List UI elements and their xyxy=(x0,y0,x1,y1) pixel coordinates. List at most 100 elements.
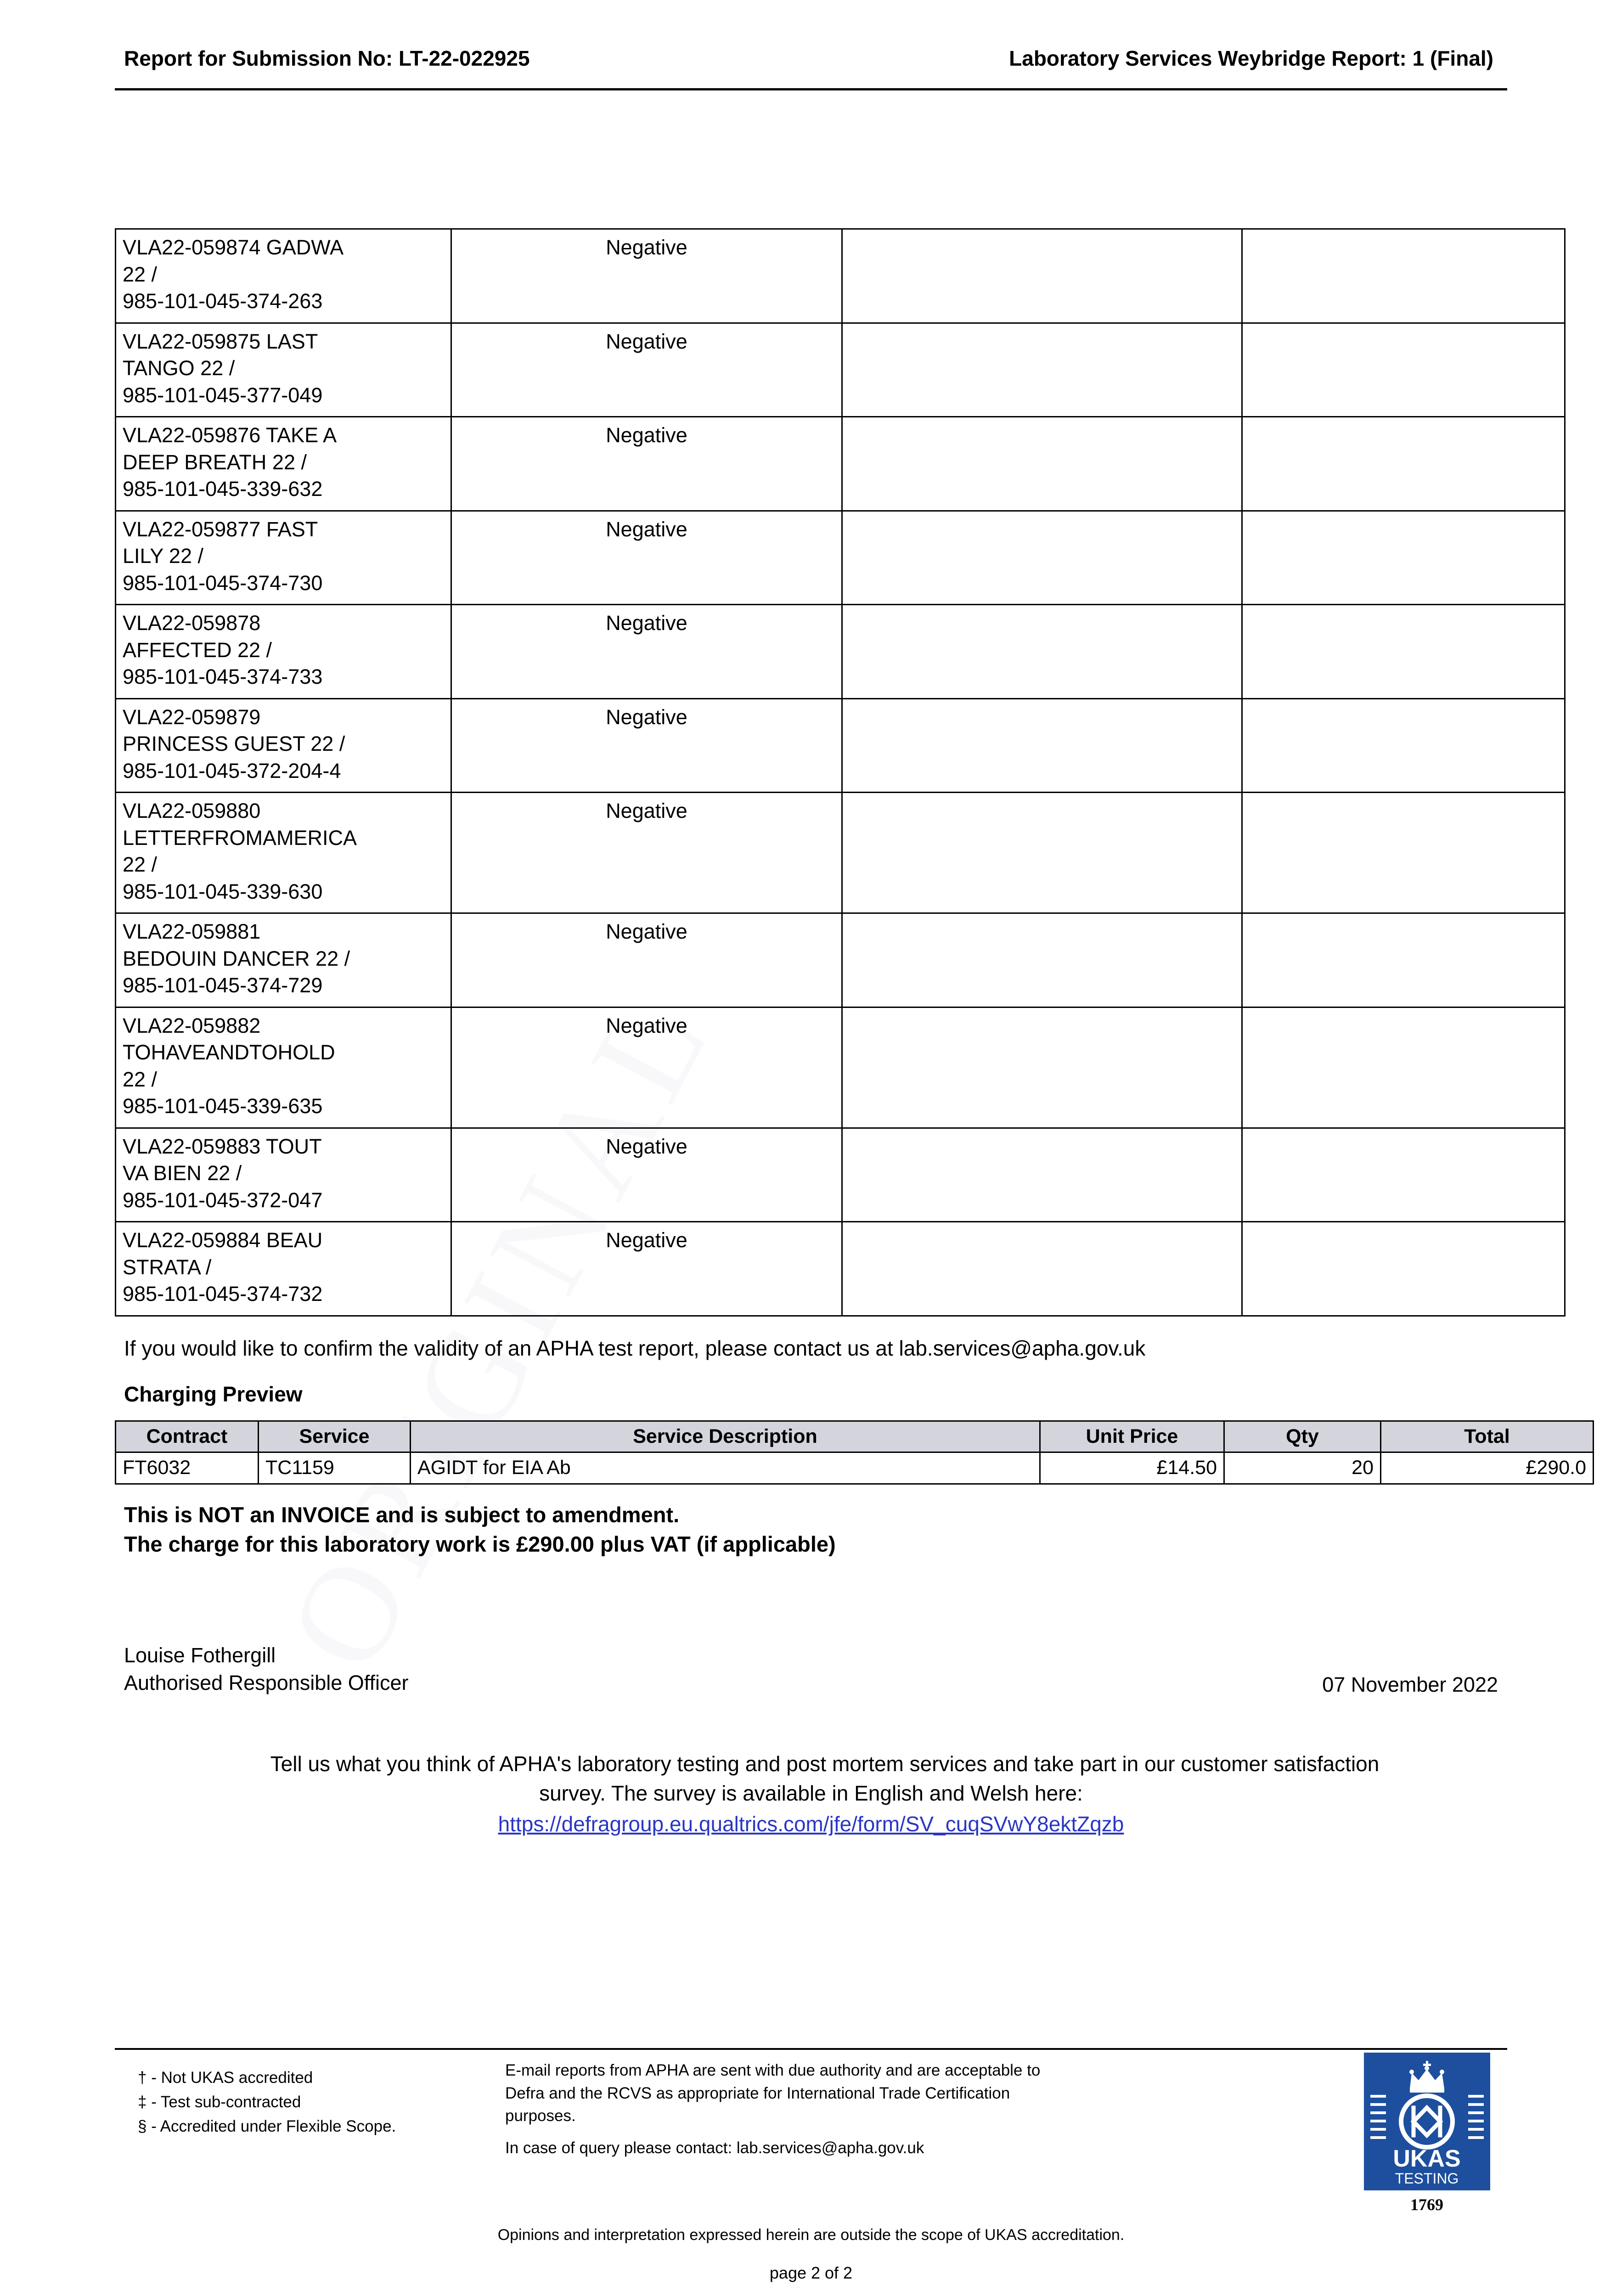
table-row: VLA22-059879 PRINCESS GUEST 22 / 985-101-0… xyxy=(115,698,1566,793)
sample-identifier-cell: VLA22-059874 GADWA 22 / 985-101-045-374-26… xyxy=(115,228,452,324)
sample-identifier-line: 985-101-045-374-730 xyxy=(123,571,323,595)
result-comment-cell xyxy=(1241,228,1566,324)
table-row: VLA22-059884 BEAU STRATA / 985-101-045-374… xyxy=(115,1221,1566,1317)
sample-identifier-line: 985-101-045-377-049 xyxy=(123,383,323,407)
test-result-cell: Negative xyxy=(451,228,843,324)
result-detail-cell xyxy=(841,604,1243,699)
charge-statement: This is NOT an INVOICE and is subject to… xyxy=(124,1500,1507,1559)
header-divider xyxy=(115,88,1507,90)
survey-link[interactable]: https://defragroup.eu.qualtrics.com/jfe/… xyxy=(498,1812,1124,1836)
result-detail-cell xyxy=(841,1127,1243,1222)
charging-contract: FT6032 xyxy=(115,1452,259,1485)
charging-unit-price: £14.50 xyxy=(1039,1452,1225,1485)
survey-invitation: Tell us what you think of APHA's laborat… xyxy=(115,1750,1507,1839)
sample-identifier-line: BEDOUIN DANCER 22 / xyxy=(123,946,350,970)
sample-identifier-line: TANGO 22 / xyxy=(123,356,235,380)
charge-amount-line: The charge for this laboratory work is £… xyxy=(124,1531,836,1556)
report-date: 07 November 2022 xyxy=(1322,1673,1498,1697)
sample-identifier-cell: VLA22-059880 LETTERFROMAMERICA 22 / 985-101… xyxy=(115,792,452,914)
legend-sub-contracted: ‡ - Test sub-contracted xyxy=(138,2093,301,2111)
sample-identifier-line: VLA22-059880 xyxy=(123,799,261,822)
table-row: VLA22-059882 TOHAVEANDTOHOLD 22 / 985-101-0… xyxy=(115,1006,1566,1129)
table-row: VLA22-059878 AFFECTED 22 / 985-101-045-374… xyxy=(115,604,1566,699)
results-table: VLA22-059874 GADWA 22 / 985-101-045-374-26… xyxy=(115,228,1566,1317)
sample-identifier-line: PRINCESS GUEST 22 / xyxy=(123,732,345,755)
test-result-cell: Negative xyxy=(451,1127,843,1222)
table-row: VLA22-059881 BEDOUIN DANCER 22 / 985-101-0… xyxy=(115,912,1566,1008)
result-comment-cell xyxy=(1241,604,1566,699)
notice-line-1: E-mail reports from APHA are sent with d… xyxy=(505,2061,1041,2079)
sample-identifier-line: DEEP BREATH 22 / xyxy=(123,450,307,474)
sample-identifier-line: VLA22-059877 FAST xyxy=(123,517,318,541)
signatory-name: Louise Fothergill xyxy=(124,1643,276,1667)
sample-identifier-line: 985-101-045-339-635 xyxy=(123,1094,323,1118)
result-detail-cell xyxy=(841,1006,1243,1129)
ukas-wordmark: UKAS xyxy=(1393,2145,1460,2172)
not-invoice-line: This is NOT an INVOICE and is subject to… xyxy=(124,1502,680,1527)
test-result-cell: Negative xyxy=(451,792,843,914)
sample-identifier-line: VLA22-059878 xyxy=(123,611,261,635)
result-detail-cell xyxy=(841,416,1243,512)
sample-identifier-line: 985-101-045-372-204-4 xyxy=(123,759,341,782)
result-detail-cell xyxy=(841,1221,1243,1317)
charging-service: TC1159 xyxy=(258,1452,411,1485)
sample-identifier-line: 985-101-045-374-729 xyxy=(123,974,323,997)
footer-legend: † - Not UKAS accredited ‡ - Test sub-con… xyxy=(115,2053,505,2139)
page-number: page 2 of 2 xyxy=(769,2263,853,2282)
test-result-cell: Negative xyxy=(451,322,843,417)
result-comment-cell xyxy=(1241,510,1566,605)
column-header-service: Service xyxy=(258,1420,411,1453)
sample-identifier-line: 985-101-045-339-630 xyxy=(123,879,323,903)
report-title: Laboratory Services Weybridge Report: 1 … xyxy=(1009,46,1493,70)
sample-identifier-line: VLA22-059884 BEAU xyxy=(123,1228,323,1252)
column-header-service-description: Service Description xyxy=(410,1420,1041,1453)
sample-identifier-cell: VLA22-059881 BEDOUIN DANCER 22 / 985-101-0… xyxy=(115,912,452,1008)
charging-description: AGIDT for EIA Ab xyxy=(410,1452,1041,1485)
result-detail-cell xyxy=(841,698,1243,793)
ukas-subtitle: TESTING xyxy=(1395,2170,1459,2187)
sample-identifier-line: TOHAVEANDTOHOLD xyxy=(123,1041,335,1064)
sample-identifier-line: VLA22-059883 TOUT xyxy=(123,1134,322,1158)
table-row: VLA22-059876 TAKE A DEEP BREATH 22 / 985-1… xyxy=(115,416,1566,512)
charging-preview-table: Contract Service Service Description Uni… xyxy=(115,1420,1594,1485)
column-header-qty: Qty xyxy=(1223,1420,1381,1453)
validity-note: If you would like to confirm the validit… xyxy=(124,1336,1146,1360)
signatory-role: Authorised Responsible Officer xyxy=(124,1671,409,1694)
charging-row: FT6032 TC1159 AGIDT for EIA Ab £14.50 20 £290… xyxy=(115,1452,1594,1485)
result-comment-cell xyxy=(1241,792,1566,914)
sample-identifier-line: VLA22-059875 LAST xyxy=(123,329,318,353)
sample-identifier-cell: VLA22-059883 TOUT VA BIEN 22 / 985-101-045… xyxy=(115,1127,452,1222)
sample-identifier-line: VLA22-059882 xyxy=(123,1013,261,1037)
result-detail-cell xyxy=(841,912,1243,1008)
sample-identifier-line: LETTERFROMAMERICA xyxy=(123,826,357,850)
test-result-cell: Negative xyxy=(451,416,843,512)
result-comment-cell xyxy=(1241,416,1566,512)
test-result-cell: Negative xyxy=(451,604,843,699)
test-result-cell: Negative xyxy=(451,1006,843,1129)
legend-not-accredited: † - Not UKAS accredited xyxy=(138,2069,313,2087)
sample-identifier-line: LILY 22 / xyxy=(123,544,203,568)
charging-total: £290.0 xyxy=(1380,1452,1594,1485)
signature-block: Louise Fothergill Authorised Responsible… xyxy=(115,1642,1507,1697)
sample-identifier-line: VLA22-059879 xyxy=(123,705,261,729)
sample-identifier-cell: VLA22-059884 BEAU STRATA / 985-101-045-374… xyxy=(115,1221,452,1317)
result-detail-cell xyxy=(841,792,1243,914)
test-result-cell: Negative xyxy=(451,698,843,793)
footer-divider xyxy=(115,2048,1507,2050)
result-comment-cell xyxy=(1241,1221,1566,1317)
document-footer: † - Not UKAS accredited ‡ - Test sub-con… xyxy=(115,2053,1507,2283)
column-header-total: Total xyxy=(1380,1420,1594,1453)
result-detail-cell xyxy=(841,510,1243,605)
test-result-cell: Negative xyxy=(451,912,843,1008)
sample-identifier-line: 22 / xyxy=(123,262,158,286)
result-detail-cell xyxy=(841,322,1243,417)
column-header-unit-price: Unit Price xyxy=(1039,1420,1225,1453)
submission-number: Report for Submission No: LT-22-022925 xyxy=(124,46,530,70)
sample-identifier-cell: VLA22-059875 LAST TANGO 22 / 985-101-045-3… xyxy=(115,322,452,417)
column-header-contract: Contract xyxy=(115,1420,259,1453)
sample-identifier-line: 985-101-045-339-632 xyxy=(123,477,323,501)
result-comment-cell xyxy=(1241,1006,1566,1129)
table-row: VLA22-059883 TOUT VA BIEN 22 / 985-101-045… xyxy=(115,1127,1566,1222)
table-row: VLA22-059874 GADWA 22 / 985-101-045-374-26… xyxy=(115,228,1566,324)
